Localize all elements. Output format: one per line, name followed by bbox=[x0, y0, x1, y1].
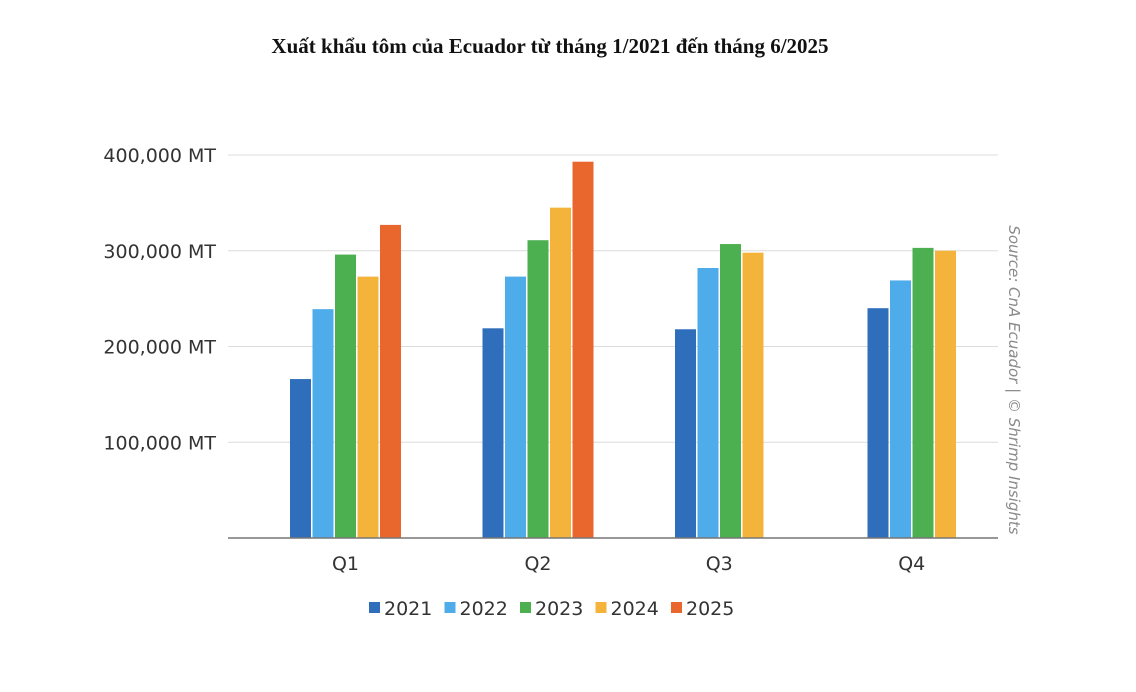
legend-label-2024: 2024 bbox=[611, 598, 659, 620]
legend-label-2022: 2022 bbox=[460, 598, 508, 620]
x-axis-tick-labels: Q1 Q2 Q3 Q4 bbox=[332, 553, 925, 575]
bar-q2-2023 bbox=[527, 240, 549, 538]
legend-swatch-2021 bbox=[369, 602, 380, 613]
source-note: Source: CnA Ecuador | © Shrimp Insights bbox=[1005, 225, 1023, 535]
legend-label-2021: 2021 bbox=[384, 598, 432, 620]
bar-q4-2023 bbox=[912, 247, 934, 538]
bar-q1-2022 bbox=[312, 309, 334, 538]
legend-label-2023: 2023 bbox=[535, 598, 583, 620]
y-tick-label: 400,000 MT bbox=[103, 145, 216, 167]
bar-q1-2025 bbox=[380, 224, 401, 538]
bar-q4-2021 bbox=[867, 308, 889, 538]
bar-q1-2021 bbox=[290, 379, 311, 538]
legend-swatch-2024 bbox=[595, 602, 607, 613]
bar-q1-2024 bbox=[357, 276, 379, 538]
legend-swatch-2022 bbox=[444, 602, 456, 613]
bar-q4-2024 bbox=[935, 250, 956, 538]
y-tick-label: 100,000 MT bbox=[103, 432, 216, 454]
y-tick-label: 200,000 MT bbox=[103, 337, 216, 359]
x-tick-label: Q1 bbox=[332, 553, 359, 575]
legend-label-2025: 2025 bbox=[686, 598, 734, 620]
x-tick-label: Q3 bbox=[706, 553, 733, 575]
bar-q3-2023 bbox=[720, 244, 741, 539]
bars bbox=[290, 161, 956, 539]
chart-title: Xuất khẩu tôm của Ecuador từ tháng 1/202… bbox=[271, 34, 829, 58]
legend-swatch-2023 bbox=[520, 602, 531, 613]
x-tick-label: Q4 bbox=[898, 553, 925, 575]
bar-q2-2021 bbox=[482, 328, 504, 538]
legend: 2021 2022 2023 2024 2025 bbox=[369, 598, 734, 620]
bar-q1-2023 bbox=[335, 254, 356, 538]
bar-q3-2021 bbox=[675, 329, 696, 538]
bar-q2-2025 bbox=[572, 161, 594, 538]
bar-q3-2022 bbox=[697, 267, 719, 538]
y-axis-tick-labels: 100,000 MT 200,000 MT 300,000 MT 400,000 MT bbox=[103, 145, 216, 454]
bar-q2-2022 bbox=[505, 276, 526, 538]
bar-q3-2024 bbox=[742, 252, 764, 539]
bar-q4-2022 bbox=[890, 280, 911, 538]
x-tick-label: Q2 bbox=[524, 553, 551, 575]
legend-swatch-2025 bbox=[671, 602, 682, 613]
bar-q2-2024 bbox=[550, 207, 571, 538]
y-tick-label: 300,000 MT bbox=[103, 241, 216, 263]
